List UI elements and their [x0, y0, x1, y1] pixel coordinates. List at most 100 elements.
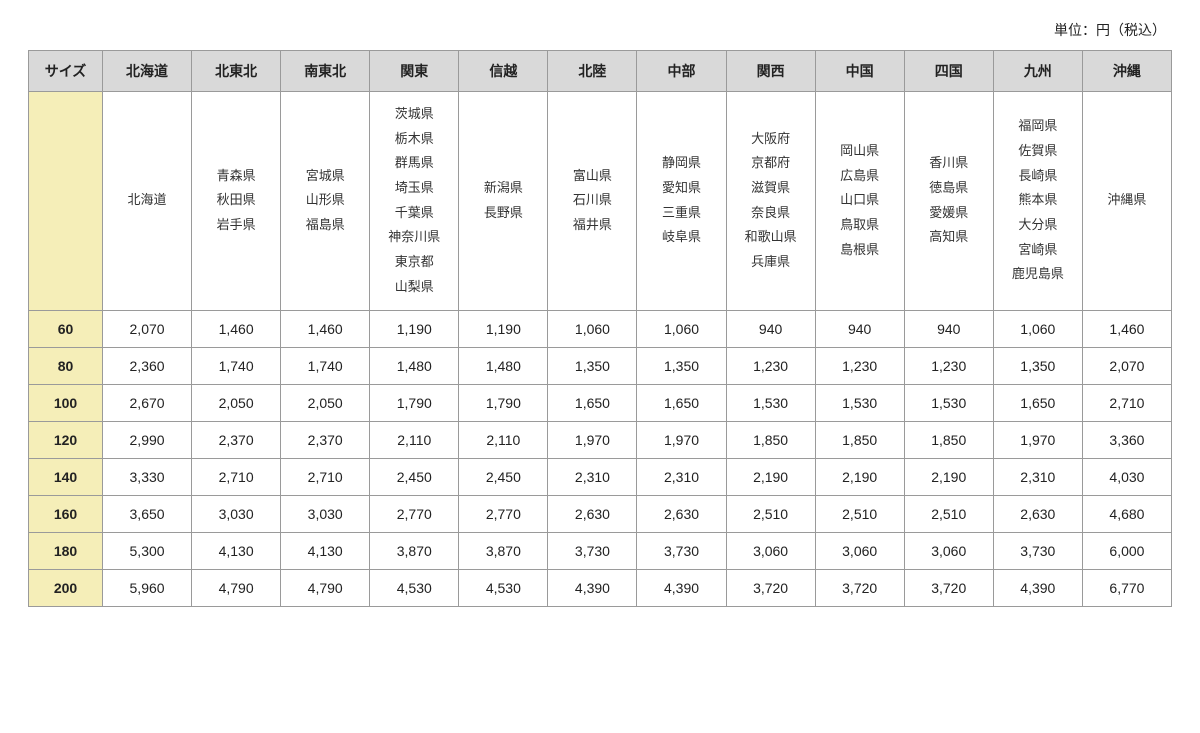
price-cell: 2,630 — [637, 495, 726, 532]
size-cell: 200 — [29, 569, 103, 606]
price-cell: 2,370 — [281, 421, 370, 458]
prefecture-label: 鹿児島県 — [998, 262, 1078, 287]
price-cell: 2,990 — [103, 421, 192, 458]
price-cell: 1,060 — [548, 310, 637, 347]
price-cell: 2,190 — [904, 458, 993, 495]
price-cell: 1,850 — [815, 421, 904, 458]
price-cell: 1,790 — [459, 384, 548, 421]
price-cell: 1,790 — [370, 384, 459, 421]
price-cell: 1,350 — [637, 347, 726, 384]
prefecture-label: 富山県 — [552, 164, 632, 189]
price-cell: 1,460 — [192, 310, 281, 347]
col-header-shikoku: 四国 — [904, 51, 993, 92]
price-cell: 1,350 — [993, 347, 1082, 384]
price-cell: 3,720 — [726, 569, 815, 606]
price-cell: 1,230 — [815, 347, 904, 384]
prefecture-label: 青森県 — [196, 164, 276, 189]
prefectures-cell-n_tohoku: 青森県秋田県岩手県 — [192, 92, 281, 311]
prefecture-label: 兵庫県 — [731, 250, 811, 275]
price-cell: 5,960 — [103, 569, 192, 606]
prefecture-label: 福岡県 — [998, 114, 1078, 139]
price-cell: 3,060 — [726, 532, 815, 569]
price-cell: 1,650 — [548, 384, 637, 421]
col-header-n_tohoku: 北東北 — [192, 51, 281, 92]
prefectures-cell-shikoku: 香川県徳島県愛媛県高知県 — [904, 92, 993, 311]
price-cell: 2,310 — [548, 458, 637, 495]
prefecture-label: 神奈川県 — [374, 225, 454, 250]
price-cell: 2,310 — [637, 458, 726, 495]
prefecture-label: 愛媛県 — [909, 201, 989, 226]
price-cell: 4,390 — [637, 569, 726, 606]
prefecture-label: 沖縄県 — [1087, 188, 1167, 213]
price-cell: 4,680 — [1082, 495, 1171, 532]
prefecture-label: 山梨県 — [374, 275, 454, 300]
prefecture-label: 高知県 — [909, 225, 989, 250]
prefecture-label: 石川県 — [552, 188, 632, 213]
prefecture-label: 宮城県 — [285, 164, 365, 189]
prefectures-cell-okinawa: 沖縄県 — [1082, 92, 1171, 311]
size-cell: 180 — [29, 532, 103, 569]
prefecture-label: 東京都 — [374, 250, 454, 275]
price-cell: 3,650 — [103, 495, 192, 532]
price-cell: 2,190 — [726, 458, 815, 495]
price-cell: 4,530 — [370, 569, 459, 606]
price-cell: 1,230 — [726, 347, 815, 384]
price-cell: 2,110 — [370, 421, 459, 458]
price-cell: 1,740 — [192, 347, 281, 384]
table-row: 1202,9902,3702,3702,1102,1101,9701,9701,… — [29, 421, 1172, 458]
prefecture-label: 栃木県 — [374, 127, 454, 152]
prefectures-cell-chubu: 静岡県愛知県三重県岐阜県 — [637, 92, 726, 311]
prefectures-cell-kanto: 茨城県栃木県群馬県埼玉県千葉県神奈川県東京都山梨県 — [370, 92, 459, 311]
prefecture-label: 徳島県 — [909, 176, 989, 201]
size-cell: 100 — [29, 384, 103, 421]
price-cell: 1,460 — [1082, 310, 1171, 347]
col-header-kanto: 関東 — [370, 51, 459, 92]
price-cell: 1,460 — [281, 310, 370, 347]
price-cell: 2,070 — [1082, 347, 1171, 384]
price-cell: 2,630 — [993, 495, 1082, 532]
prefectures-cell-shinetsu: 新潟県長野県 — [459, 92, 548, 311]
prefecture-label: 静岡県 — [641, 151, 721, 176]
price-cell: 4,130 — [192, 532, 281, 569]
prefectures-cell-size — [29, 92, 103, 311]
price-cell: 1,970 — [637, 421, 726, 458]
table-row: 1002,6702,0502,0501,7901,7901,6501,6501,… — [29, 384, 1172, 421]
price-cell: 5,300 — [103, 532, 192, 569]
prefecture-label: 秋田県 — [196, 188, 276, 213]
prefecture-label: 千葉県 — [374, 201, 454, 226]
size-cell: 140 — [29, 458, 103, 495]
price-cell: 6,000 — [1082, 532, 1171, 569]
price-cell: 3,060 — [815, 532, 904, 569]
col-header-hokuriku: 北陸 — [548, 51, 637, 92]
price-cell: 3,720 — [904, 569, 993, 606]
price-cell: 2,510 — [904, 495, 993, 532]
price-cell: 2,050 — [192, 384, 281, 421]
price-cell: 1,230 — [904, 347, 993, 384]
prefectures-cell-chugoku: 岡山県広島県山口県鳥取県島根県 — [815, 92, 904, 311]
table-row: 1403,3302,7102,7102,4502,4502,3102,3102,… — [29, 458, 1172, 495]
price-cell: 1,480 — [370, 347, 459, 384]
prefecture-label: 北海道 — [107, 188, 187, 213]
price-cell: 4,030 — [1082, 458, 1171, 495]
prefectures-cell-hokkaido: 北海道 — [103, 92, 192, 311]
prefecture-label: 長崎県 — [998, 164, 1078, 189]
price-cell: 4,790 — [192, 569, 281, 606]
price-cell: 940 — [815, 310, 904, 347]
col-header-kansai: 関西 — [726, 51, 815, 92]
prefecture-label: 岐阜県 — [641, 225, 721, 250]
price-cell: 3,730 — [993, 532, 1082, 569]
col-header-okinawa: 沖縄 — [1082, 51, 1171, 92]
prefecture-label: 長野県 — [463, 201, 543, 226]
price-cell: 2,710 — [192, 458, 281, 495]
price-cell: 1,530 — [726, 384, 815, 421]
prefecture-label: 大阪府 — [731, 127, 811, 152]
price-cell: 1,970 — [548, 421, 637, 458]
prefecture-label: 奈良県 — [731, 201, 811, 226]
price-cell: 940 — [904, 310, 993, 347]
col-header-hokkaido: 北海道 — [103, 51, 192, 92]
price-cell: 4,130 — [281, 532, 370, 569]
price-cell: 3,730 — [637, 532, 726, 569]
table-row: 2005,9604,7904,7904,5304,5304,3904,3903,… — [29, 569, 1172, 606]
price-cell: 4,790 — [281, 569, 370, 606]
price-cell: 2,110 — [459, 421, 548, 458]
